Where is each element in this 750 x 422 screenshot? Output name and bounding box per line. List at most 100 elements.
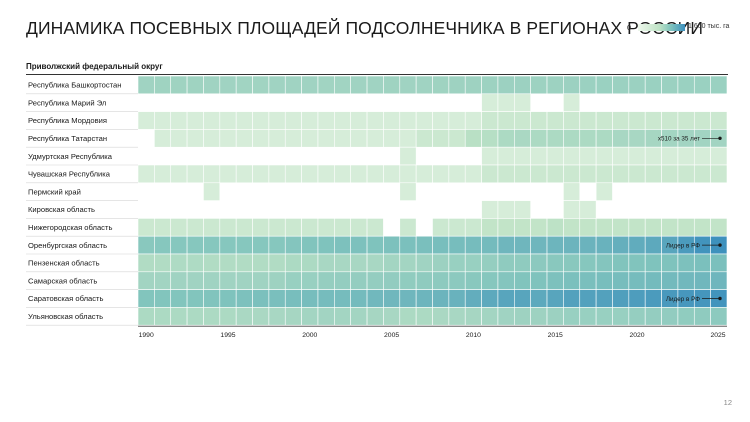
- heatmap-cell: [154, 253, 172, 273]
- heatmap-cell: [514, 307, 531, 326]
- heatmap-cell: [595, 75, 613, 95]
- heatmap-cell: [301, 253, 319, 273]
- heatmap-cell: [432, 129, 450, 148]
- heatmap-cell: [612, 271, 630, 290]
- heatmap-cell: [464, 253, 482, 273]
- heatmap-cell: [448, 218, 466, 237]
- heatmap-cell: [481, 129, 499, 148]
- heatmap-cell: [563, 164, 581, 184]
- heatmap-cell: [530, 235, 548, 255]
- heatmap-cell: [170, 253, 188, 273]
- heatmap-cell: [284, 111, 302, 130]
- heatmap-cell: [677, 164, 695, 184]
- heatmap-cell: [137, 235, 155, 255]
- annotations: x510 за 35 лет Лидер в РФ Лидер в РФ: [658, 136, 722, 303]
- heatmap-cell: [563, 271, 581, 290]
- heatmap-cell: [170, 218, 188, 237]
- heatmap-cell: [186, 307, 204, 326]
- heatmap-cell: [366, 271, 384, 290]
- heatmap-cell: [235, 235, 253, 255]
- heatmap-cell: [399, 289, 417, 308]
- heatmap-cell: [334, 253, 351, 273]
- region-label: Пермский край: [28, 187, 81, 196]
- heatmap-cell: [432, 307, 450, 326]
- heatmap-cell: [693, 253, 711, 273]
- x-tick-label: 2005: [384, 332, 399, 339]
- heatmap-cell: [448, 307, 466, 326]
- heatmap-cell: [186, 271, 204, 290]
- heatmap-cell: [154, 307, 172, 326]
- heatmap-cell: [481, 200, 499, 219]
- heatmap-cell: [481, 146, 499, 166]
- heatmap-cell: [595, 164, 613, 184]
- heatmap-cell: [366, 129, 384, 148]
- heatmap-cell: [203, 111, 221, 130]
- heatmap-cell: [693, 111, 711, 130]
- heatmap-cell: [644, 146, 662, 166]
- heatmap-cell: [481, 75, 499, 95]
- heatmap-cell: [432, 164, 450, 184]
- heatmap-cell: [464, 307, 482, 326]
- color-legend: 0 1 600 тыс. га: [627, 22, 731, 34]
- heatmap-cell: [563, 75, 581, 95]
- heatmap-cell: [710, 111, 728, 130]
- heatmap-cell: [383, 289, 401, 308]
- heatmap-cell: [612, 146, 630, 166]
- heatmap-cell: [170, 75, 188, 95]
- heatmap-cell: [497, 146, 515, 166]
- heatmap-cell: [252, 271, 270, 290]
- heatmap-cell: [268, 111, 286, 130]
- heatmap-cell: [628, 146, 646, 166]
- heatmap-cell: [366, 111, 384, 130]
- heatmap-cell: [432, 289, 450, 308]
- heatmap-cell: [399, 182, 417, 201]
- annotation-dot: [718, 136, 722, 140]
- heatmap-cell: [366, 253, 384, 273]
- heatmap-cell: [546, 146, 564, 166]
- heatmap-cell: [628, 289, 646, 308]
- heatmap-cell: [252, 164, 270, 184]
- heatmap-cell: [661, 75, 679, 95]
- heatmap-cell: [334, 129, 351, 148]
- heatmap-cell: [170, 307, 188, 326]
- heatmap-cell: [366, 164, 384, 184]
- heatmap-cell: [154, 75, 172, 95]
- heatmap-cell: [366, 235, 384, 255]
- heatmap-cell: [252, 253, 270, 273]
- heatmap-cell: [383, 253, 401, 273]
- heatmap-cell: [350, 164, 368, 184]
- heatmap-cell: [693, 307, 711, 326]
- annotation-dot: [718, 243, 722, 247]
- annotation-label: Лидер в РФ: [666, 242, 700, 249]
- heatmap-cell: [448, 111, 466, 130]
- heatmap-cell: [170, 129, 188, 148]
- heatmap-cell: [252, 218, 270, 237]
- heatmap-cell: [399, 75, 417, 95]
- heatmap-cell: [219, 75, 237, 95]
- heatmap-cell: [579, 218, 597, 237]
- heatmap-cell: [693, 146, 711, 166]
- heatmap-cell: [677, 253, 695, 273]
- x-tick-label: 2010: [466, 332, 481, 339]
- heatmap-cell: [252, 289, 270, 308]
- heatmap-cell: [464, 218, 482, 237]
- heatmap-cell: [448, 75, 466, 95]
- heatmap-cell: [546, 129, 564, 148]
- heatmap-cell: [677, 271, 695, 290]
- heatmap-cell: [334, 307, 351, 326]
- heatmap-cell: [481, 93, 499, 112]
- heatmap-cell: [563, 182, 581, 201]
- heatmap-cell: [497, 129, 515, 148]
- heatmap-cell: [563, 93, 581, 112]
- heatmap-cell: [514, 111, 531, 130]
- heatmap-cell: [514, 235, 531, 255]
- heatmap-cell: [301, 289, 319, 308]
- heatmap-cell: [563, 253, 581, 273]
- heatmap-cell: [366, 289, 384, 308]
- heatmap-cell: [595, 111, 613, 130]
- heatmap-cell: [464, 164, 482, 184]
- heatmap-cell: [448, 271, 466, 290]
- heatmap-cell: [284, 129, 302, 148]
- heatmap-cell: [350, 111, 368, 130]
- heatmap-cell: [366, 75, 384, 95]
